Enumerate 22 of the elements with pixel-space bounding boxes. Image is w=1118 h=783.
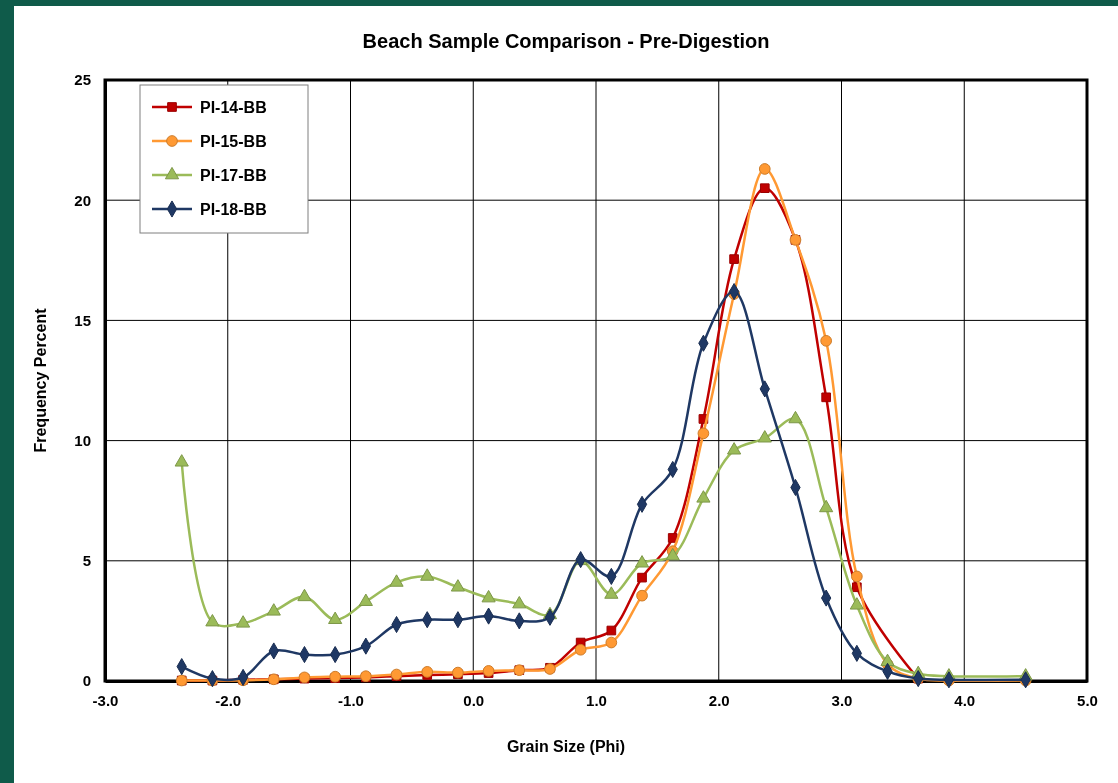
legend-label: PI-17-BB <box>200 167 267 184</box>
y-tick-label: 25 <box>74 71 91 89</box>
x-tick-label: 4.0 <box>954 691 976 709</box>
legend-label: PI-18-BB <box>200 201 267 218</box>
x-tick-label: -1.0 <box>338 691 364 709</box>
x-tick-label: 1.0 <box>586 691 607 709</box>
x-tick-label: 2.0 <box>708 691 730 709</box>
x-tick-label: 0.0 <box>463 691 485 709</box>
x-tick-label: 3.0 <box>831 691 853 709</box>
x-tick-label: 5.0 <box>1077 691 1098 709</box>
x-axis-title: Grain Size (Phi) <box>506 738 626 755</box>
y-tick-label: 15 <box>74 311 91 329</box>
chart-title: Beach Sample Comparison - Pre-Digestion <box>362 30 770 52</box>
y-tick-label: 20 <box>74 191 91 209</box>
y-tick-label: 0 <box>82 672 91 690</box>
x-tick-label: -3.0 <box>92 691 119 709</box>
legend-label: PI-14-BB <box>200 99 267 116</box>
x-tick-label: -2.0 <box>215 691 242 709</box>
legend-label: PI-15-BB <box>200 133 267 150</box>
y-tick-label: 5 <box>82 552 91 570</box>
y-axis-title: Frequency Percent <box>32 307 49 453</box>
y-tick-label: 10 <box>74 431 91 449</box>
